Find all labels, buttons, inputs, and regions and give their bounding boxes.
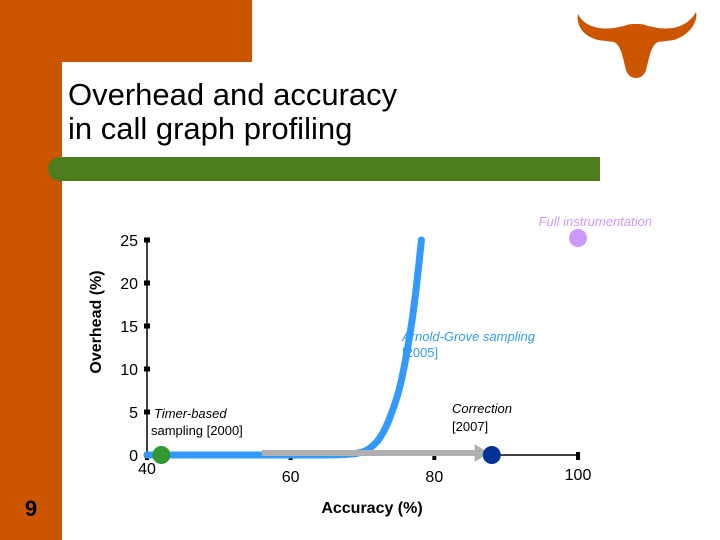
y-tick-label: 10 bbox=[120, 362, 138, 379]
y-tick-mark bbox=[144, 409, 150, 415]
y-axis-title: Overhead (%) bbox=[88, 270, 105, 373]
y-tick-mark bbox=[144, 280, 150, 286]
orange-side-bar bbox=[0, 0, 62, 540]
label-full-instrumentation: Full instrumentation bbox=[539, 214, 652, 229]
x-tick-label: 100 bbox=[565, 467, 592, 484]
data-point bbox=[482, 446, 501, 464]
data-point bbox=[152, 446, 171, 464]
correction-arrow-head bbox=[474, 444, 489, 462]
y-ticks: 0 5 10 15 20 25 bbox=[120, 233, 150, 465]
labels-layer: Full instrumentation Arnold-Grove sampli… bbox=[151, 214, 652, 438]
title-underline-bar bbox=[48, 157, 600, 181]
y-tick-label: 20 bbox=[120, 276, 138, 293]
x-tick-mark bbox=[576, 452, 580, 460]
marks-layer bbox=[152, 229, 587, 464]
x-axis-title: Accuracy (%) bbox=[321, 500, 422, 517]
label-arnold-grove: Arnold-Grove sampling bbox=[401, 329, 536, 344]
label-timer-based: Timer-based bbox=[154, 406, 227, 421]
longhorn-icon bbox=[577, 12, 697, 78]
x-tick-label: 80 bbox=[425, 469, 443, 486]
label-correction: Correction bbox=[452, 401, 512, 416]
series-line bbox=[143, 236, 425, 459]
y-tick-label: 5 bbox=[129, 405, 138, 422]
label-correction-year: [2007] bbox=[452, 419, 488, 434]
y-tick-mark bbox=[144, 237, 150, 243]
label-timer-based-year: sampling [2000] bbox=[151, 423, 243, 438]
series-layer bbox=[143, 236, 425, 459]
x-ticks: 40 60 80 100 bbox=[138, 452, 591, 486]
slide-number: 9 bbox=[24, 496, 38, 521]
x-tick-label: 40 bbox=[138, 461, 156, 478]
slide-title-line-2: in call graph profiling bbox=[68, 111, 353, 146]
y-tick-label: 0 bbox=[129, 448, 138, 465]
data-point bbox=[569, 229, 587, 247]
y-tick-label: 25 bbox=[120, 233, 138, 250]
correction-arrow-shaft bbox=[261, 450, 475, 456]
y-tick-mark bbox=[144, 323, 150, 329]
label-arnold-grove-year: [2005] bbox=[402, 345, 438, 360]
y-tick-mark bbox=[144, 366, 150, 372]
x-tick-label: 60 bbox=[282, 469, 300, 486]
slide-title: Overhead and accuracy in call graph prof… bbox=[68, 78, 397, 146]
slide-title-line-1: Overhead and accuracy bbox=[68, 77, 398, 112]
y-tick-label: 15 bbox=[120, 319, 138, 336]
title-background bbox=[62, 62, 462, 158]
